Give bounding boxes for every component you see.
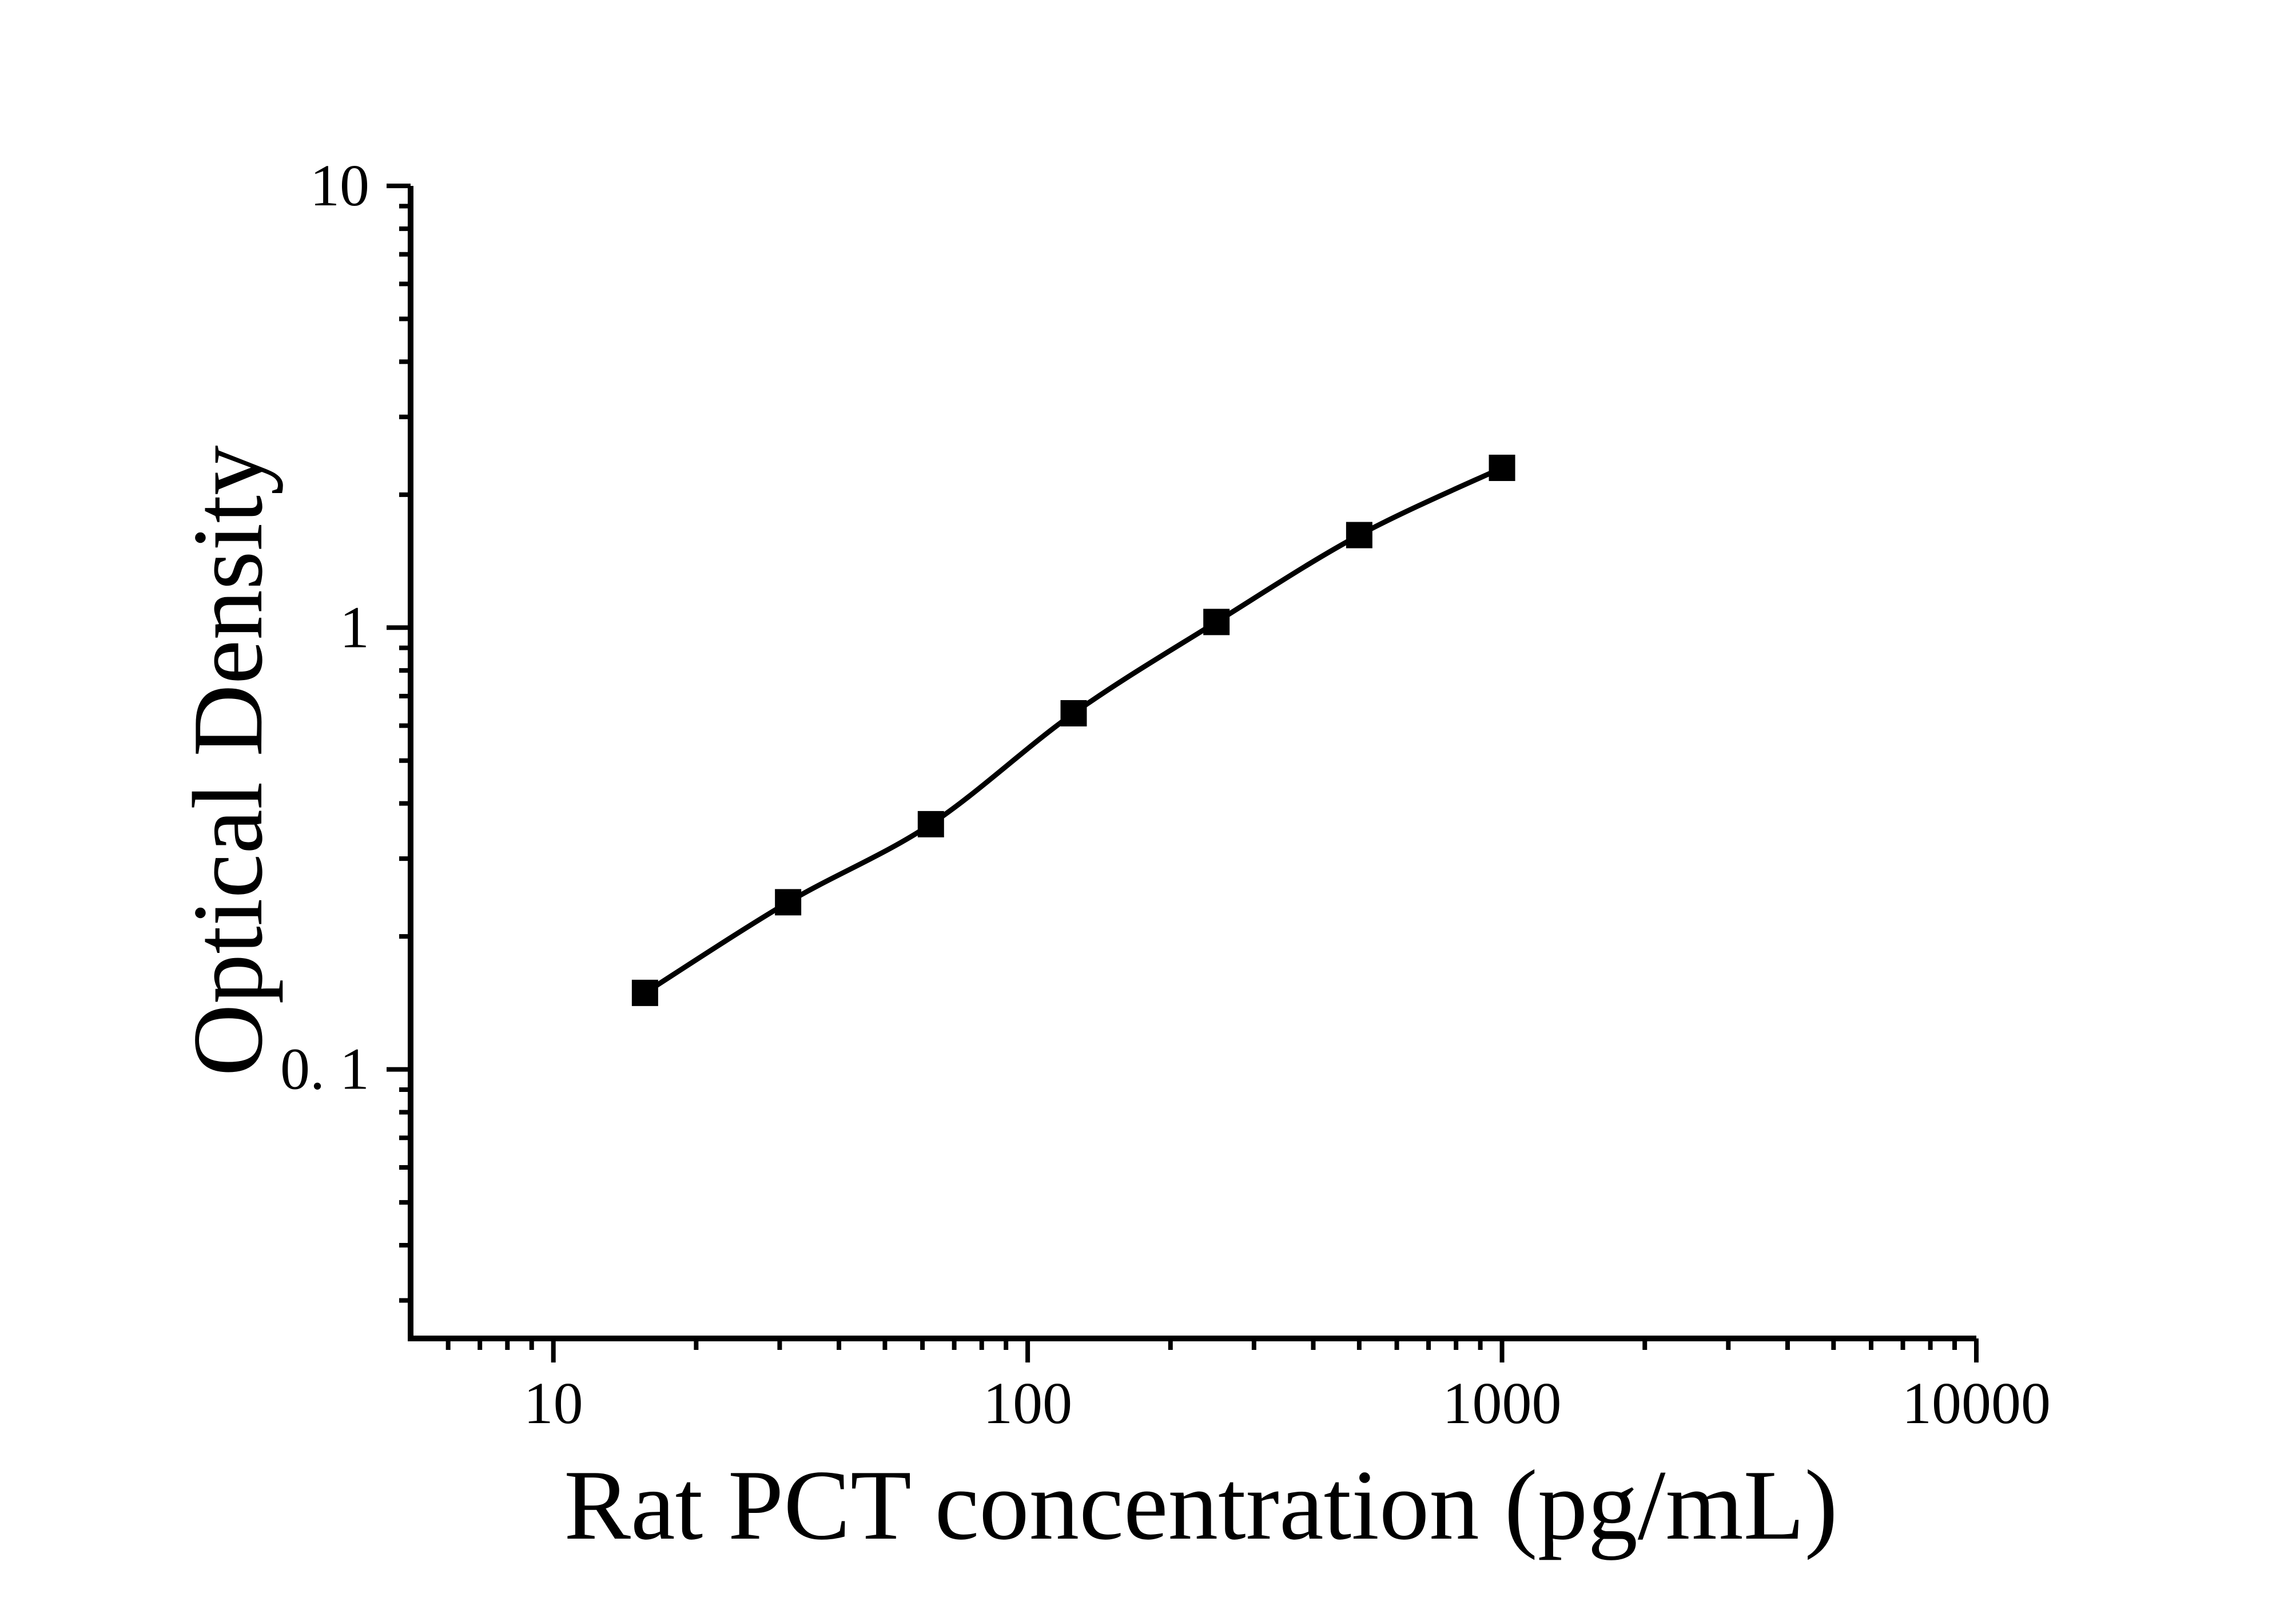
x-axis: 10 100 1000 10000 bbox=[408, 1336, 2051, 1436]
y-tick-label: 1 bbox=[340, 594, 369, 660]
x-axis-title: Rat PCT concentration (pg/mL) bbox=[564, 1449, 1838, 1560]
series-standard-curve bbox=[631, 454, 1515, 1006]
data-point-marker bbox=[1060, 700, 1087, 726]
data-point-marker bbox=[1489, 454, 1515, 481]
data-point-marker bbox=[1346, 522, 1372, 549]
y-axis: 10 1 0. 1 bbox=[280, 153, 413, 1341]
x-tick-label: 1000 bbox=[1443, 1370, 1562, 1436]
data-point-marker bbox=[775, 889, 802, 916]
x-tick-label: 10 bbox=[524, 1370, 583, 1436]
data-point-marker bbox=[631, 979, 658, 1006]
y-tick-label: 0. 1 bbox=[280, 1036, 369, 1102]
x-tick-label: 10000 bbox=[1902, 1370, 2051, 1436]
curve-line bbox=[642, 465, 1505, 996]
data-point-marker bbox=[1203, 609, 1230, 635]
x-tick-label: 100 bbox=[983, 1370, 1072, 1436]
y-tick-label: 10 bbox=[310, 153, 369, 218]
y-axis-title: Optical Density bbox=[172, 445, 283, 1076]
data-point-marker bbox=[917, 811, 944, 837]
